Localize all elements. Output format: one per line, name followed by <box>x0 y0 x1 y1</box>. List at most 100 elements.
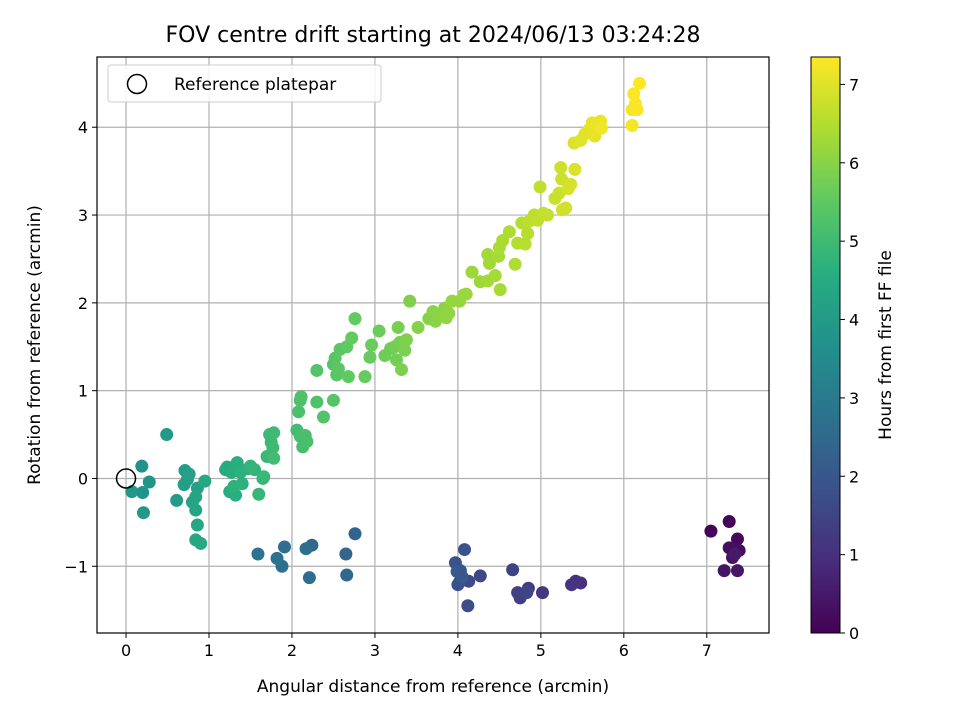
colorbar-tick-label: 2 <box>849 467 859 486</box>
data-point <box>358 370 372 384</box>
data-point <box>270 551 284 565</box>
data-point <box>348 312 362 326</box>
data-point <box>540 208 554 222</box>
data-point <box>730 564 744 578</box>
x-tick-label: 6 <box>619 641 629 660</box>
data-point <box>627 87 641 101</box>
data-point <box>182 467 196 481</box>
data-point <box>365 338 379 352</box>
data-point <box>488 269 502 283</box>
colorbar-tick-label: 4 <box>849 311 859 330</box>
data-point <box>136 486 150 500</box>
data-point <box>521 226 535 240</box>
data-point <box>565 578 579 592</box>
data-point <box>257 470 271 484</box>
data-point <box>189 503 203 517</box>
colorbar-tick-label: 6 <box>849 154 859 173</box>
legend-marker-icon <box>126 73 148 95</box>
y-tick-label: 1 <box>78 382 88 401</box>
data-point <box>142 475 156 489</box>
grid-lines <box>97 57 769 633</box>
legend-box <box>107 64 382 103</box>
colorbar: 0 1 2 3 4 5 6 7 Hours from first FF file <box>810 56 896 643</box>
data-point <box>554 161 568 175</box>
y-tick-label: 0 <box>78 469 88 488</box>
data-point <box>633 76 647 90</box>
colorbar-ticks: 0 1 2 3 4 5 6 7 <box>840 75 859 643</box>
data-point <box>493 283 507 297</box>
data-point <box>190 518 204 532</box>
data-point <box>717 564 731 578</box>
data-point <box>625 118 639 132</box>
data-point <box>227 479 241 493</box>
y-tick-label: 3 <box>78 206 88 225</box>
data-point <box>411 320 425 334</box>
x-tick-label: 4 <box>453 641 463 660</box>
data-point <box>372 324 386 338</box>
data-point <box>536 586 550 600</box>
data-point <box>189 490 203 504</box>
reference-platepar-marker <box>115 468 137 489</box>
data-point <box>442 306 456 320</box>
data-point <box>518 237 532 251</box>
colorbar-tick-label: 0 <box>849 624 859 643</box>
data-point <box>520 586 534 600</box>
data-point <box>194 536 208 550</box>
data-point <box>399 333 413 347</box>
data-point <box>326 393 340 407</box>
data-point <box>458 543 472 557</box>
x-axis-ticks: 0 1 2 3 4 5 6 7 <box>121 633 712 660</box>
data-point <box>125 485 139 499</box>
data-point <box>267 451 281 465</box>
colorbar-gradient <box>810 56 841 634</box>
y-axis-ticks: −1 0 1 2 3 4 <box>64 118 97 576</box>
data-point <box>340 568 354 582</box>
data-point <box>394 363 408 377</box>
data-point <box>251 547 265 561</box>
data-point <box>502 225 516 239</box>
data-point <box>292 405 306 419</box>
legend: Reference platepar <box>107 64 382 103</box>
data-point <box>198 474 212 488</box>
data-point <box>389 353 403 367</box>
data-point <box>339 547 353 561</box>
legend-label: Reference platepar <box>174 75 336 95</box>
data-point <box>316 410 330 424</box>
plot-frame <box>96 56 770 634</box>
data-point <box>568 162 582 176</box>
colorbar-tick-label: 7 <box>849 75 859 94</box>
data-point <box>310 363 324 377</box>
data-point <box>300 435 314 449</box>
data-point <box>391 320 405 334</box>
x-tick-label: 2 <box>287 641 297 660</box>
data-point <box>341 370 355 384</box>
data-point <box>302 571 316 585</box>
data-point <box>728 547 742 561</box>
x-axis-label: Angular distance from reference (arcmin) <box>257 677 609 697</box>
data-point <box>564 177 578 191</box>
data-point <box>299 542 313 556</box>
data-point <box>267 426 281 440</box>
data-point <box>511 586 525 600</box>
colorbar-tick-label: 5 <box>849 232 859 251</box>
data-point <box>345 331 359 345</box>
data-points <box>125 76 746 613</box>
data-point <box>331 362 345 376</box>
data-point <box>403 294 417 308</box>
data-point <box>277 540 291 554</box>
data-point <box>348 527 362 541</box>
data-point <box>533 180 547 194</box>
colorbar-tick-label: 1 <box>849 546 859 565</box>
colorbar-label: Hours from first FF file <box>876 250 896 440</box>
y-tick-label: 2 <box>78 294 88 313</box>
data-point <box>465 265 479 279</box>
colorbar-tick-label: 3 <box>849 389 859 408</box>
y-tick-label: 4 <box>78 118 88 137</box>
data-point <box>160 428 174 442</box>
y-axis-label: Rotation from reference (arcmin) <box>25 205 45 485</box>
x-tick-label: 7 <box>702 641 712 660</box>
data-point <box>363 350 377 364</box>
data-point <box>266 441 280 455</box>
data-point <box>170 493 184 507</box>
